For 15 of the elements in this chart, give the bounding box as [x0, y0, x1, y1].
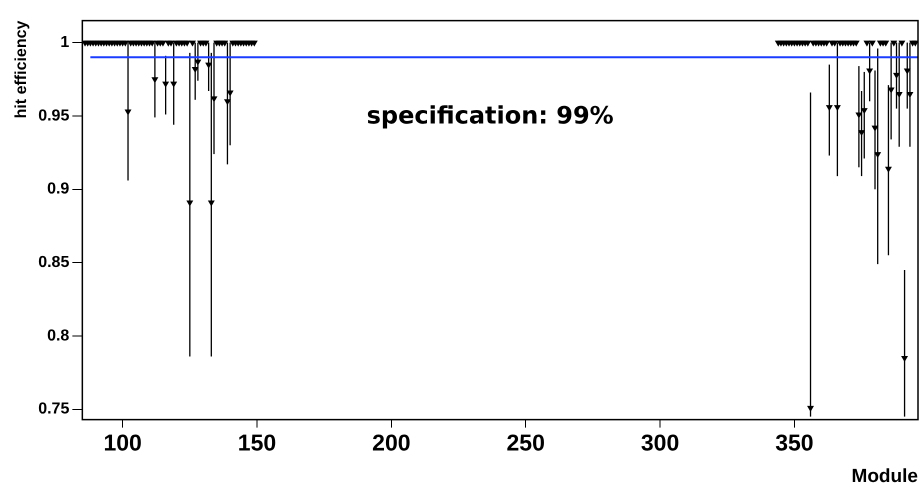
x-tick-label: 100	[103, 430, 142, 456]
x-tick-label: 350	[775, 430, 814, 456]
x-axis-title: Module	[852, 466, 918, 487]
x-tick-label: 150	[238, 430, 276, 456]
y-axis-title: hit efficiency	[13, 20, 30, 118]
y-tick-label: 0.8	[47, 327, 70, 344]
x-tick-label: 250	[506, 430, 545, 456]
y-tick-label: 0.95	[38, 107, 70, 124]
y-tick-label: 0.85	[38, 254, 70, 272]
y-tick-label: 0.75	[38, 400, 70, 418]
x-tick-label: 300	[640, 430, 680, 456]
y-tick-label: 1	[60, 34, 70, 52]
x-tick-label: 200	[372, 430, 411, 456]
y-tick-label: 0.9	[47, 180, 70, 198]
ref-line-label: specification: 99%	[366, 102, 614, 130]
